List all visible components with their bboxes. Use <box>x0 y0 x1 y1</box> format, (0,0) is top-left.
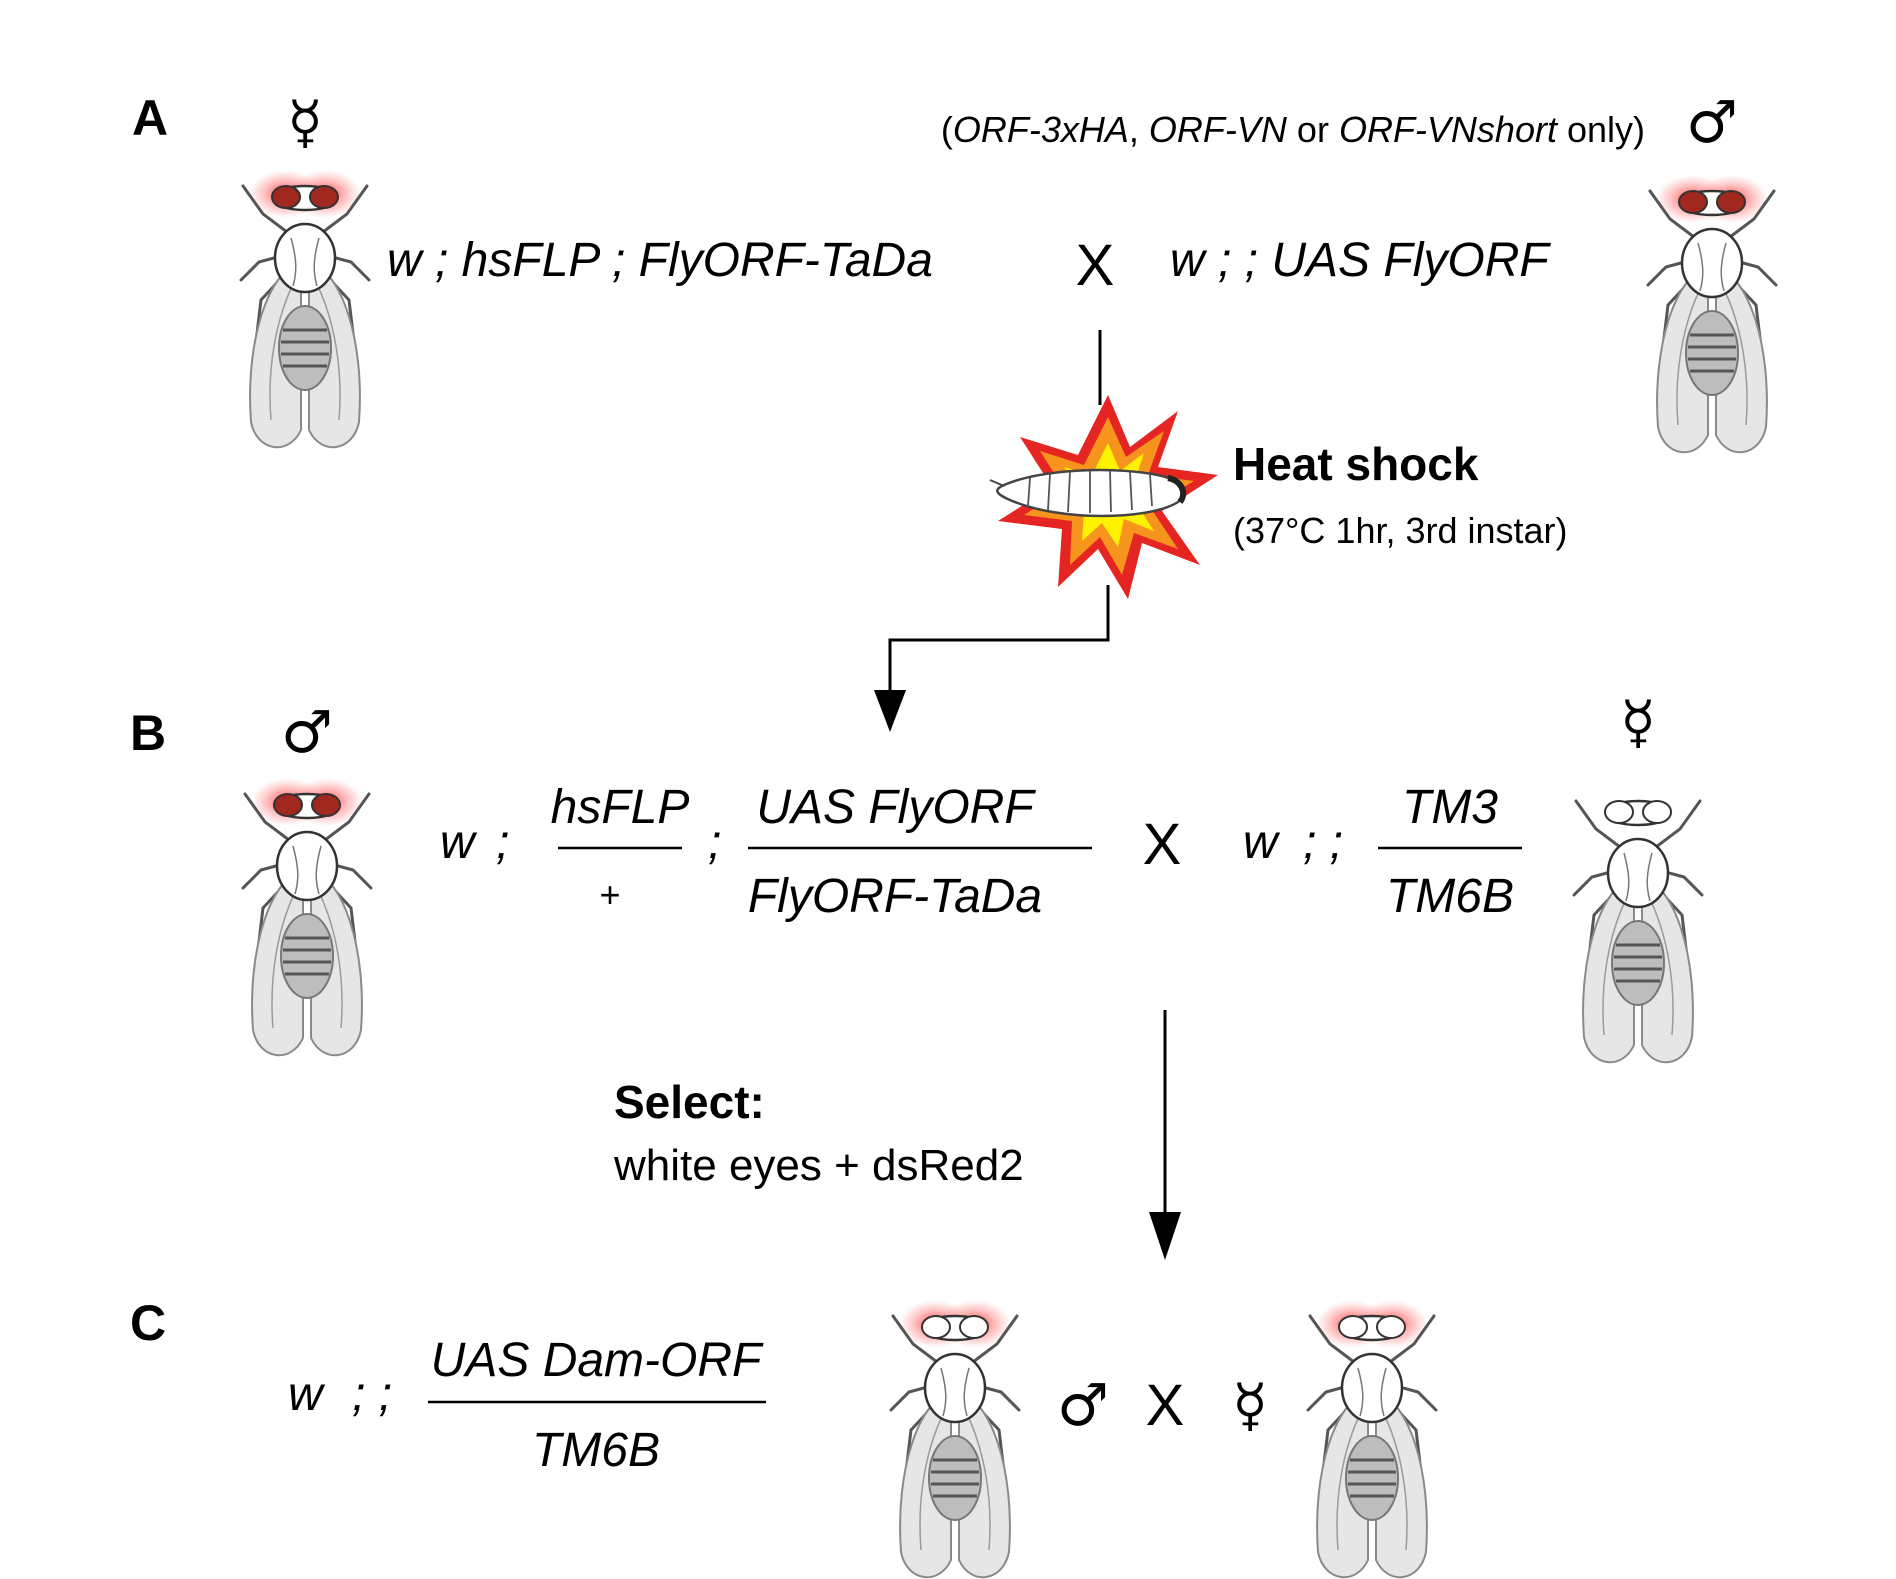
semicolons: ; ; <box>352 1368 392 1421</box>
fly-white-eyes-icon <box>1572 799 1704 1064</box>
chr2-bottom: + <box>599 874 620 915</box>
arrow-head-icon <box>874 690 906 732</box>
balancer-bottom: TM6B <box>1386 870 1514 923</box>
balancer-top: TM3 <box>1402 781 1498 834</box>
fly-red-eyes-icon <box>241 778 373 1057</box>
cross-symbol: X <box>1143 812 1182 877</box>
genotype-left: w ; hsFLP ; FlyORF-TaDa <box>387 234 933 287</box>
larva-icon <box>989 468 1187 518</box>
select-detail: white eyes + dsRed2 <box>613 1141 1024 1190</box>
fly-white-eyes-glow-icon <box>889 1300 1021 1579</box>
fly-red-eyes-icon <box>1646 175 1778 454</box>
construct-bottom: TM6B <box>532 1424 660 1477</box>
panel-a-label: A <box>132 90 168 146</box>
fly-white-eyes-glow-icon <box>1306 1300 1438 1579</box>
genotype-w: w <box>1243 816 1281 869</box>
panel-b-label: B <box>130 705 166 761</box>
construct-top: UAS Dam-ORF <box>431 1334 764 1387</box>
orf-note: (ORF-3xHA, ORF-VN or ORF-VNshort only) <box>941 109 1645 150</box>
genotype-w: w <box>440 816 478 869</box>
cross-symbol: X <box>1076 233 1115 298</box>
cross-symbol: X <box>1146 1373 1185 1438</box>
semicolon: ; <box>708 816 721 869</box>
arrow-head-icon <box>1149 1212 1181 1260</box>
fly-red-eyes-icon <box>239 170 371 449</box>
female-symbol-icon: ☿ <box>287 88 323 156</box>
chr3-top: UAS FlyORF <box>756 781 1036 834</box>
male-symbol-icon: ♂ <box>281 698 333 766</box>
genotype-w: w <box>288 1368 326 1421</box>
semicolons: ; ; <box>1303 816 1343 869</box>
connector-line <box>888 585 1110 690</box>
male-symbol-icon: ♂ <box>1057 1371 1109 1439</box>
panel-c-label: C <box>130 1295 166 1351</box>
female-symbol-icon: ☿ <box>1620 688 1656 756</box>
heat-shock-title: Heat shock <box>1233 438 1479 490</box>
female-symbol-icon: ☿ <box>1232 1371 1268 1439</box>
male-symbol-icon: ♂ <box>1686 88 1738 156</box>
semicolon: ; <box>496 816 509 869</box>
genotype-right: w ; ; UAS FlyORF <box>1170 234 1551 287</box>
heat-shock-detail: (37°C 1hr, 3rd instar) <box>1233 510 1568 551</box>
chr3-bottom: FlyORF-TaDa <box>748 870 1042 923</box>
select-title: Select: <box>614 1076 765 1128</box>
chr2-top: hsFLP <box>551 781 690 834</box>
